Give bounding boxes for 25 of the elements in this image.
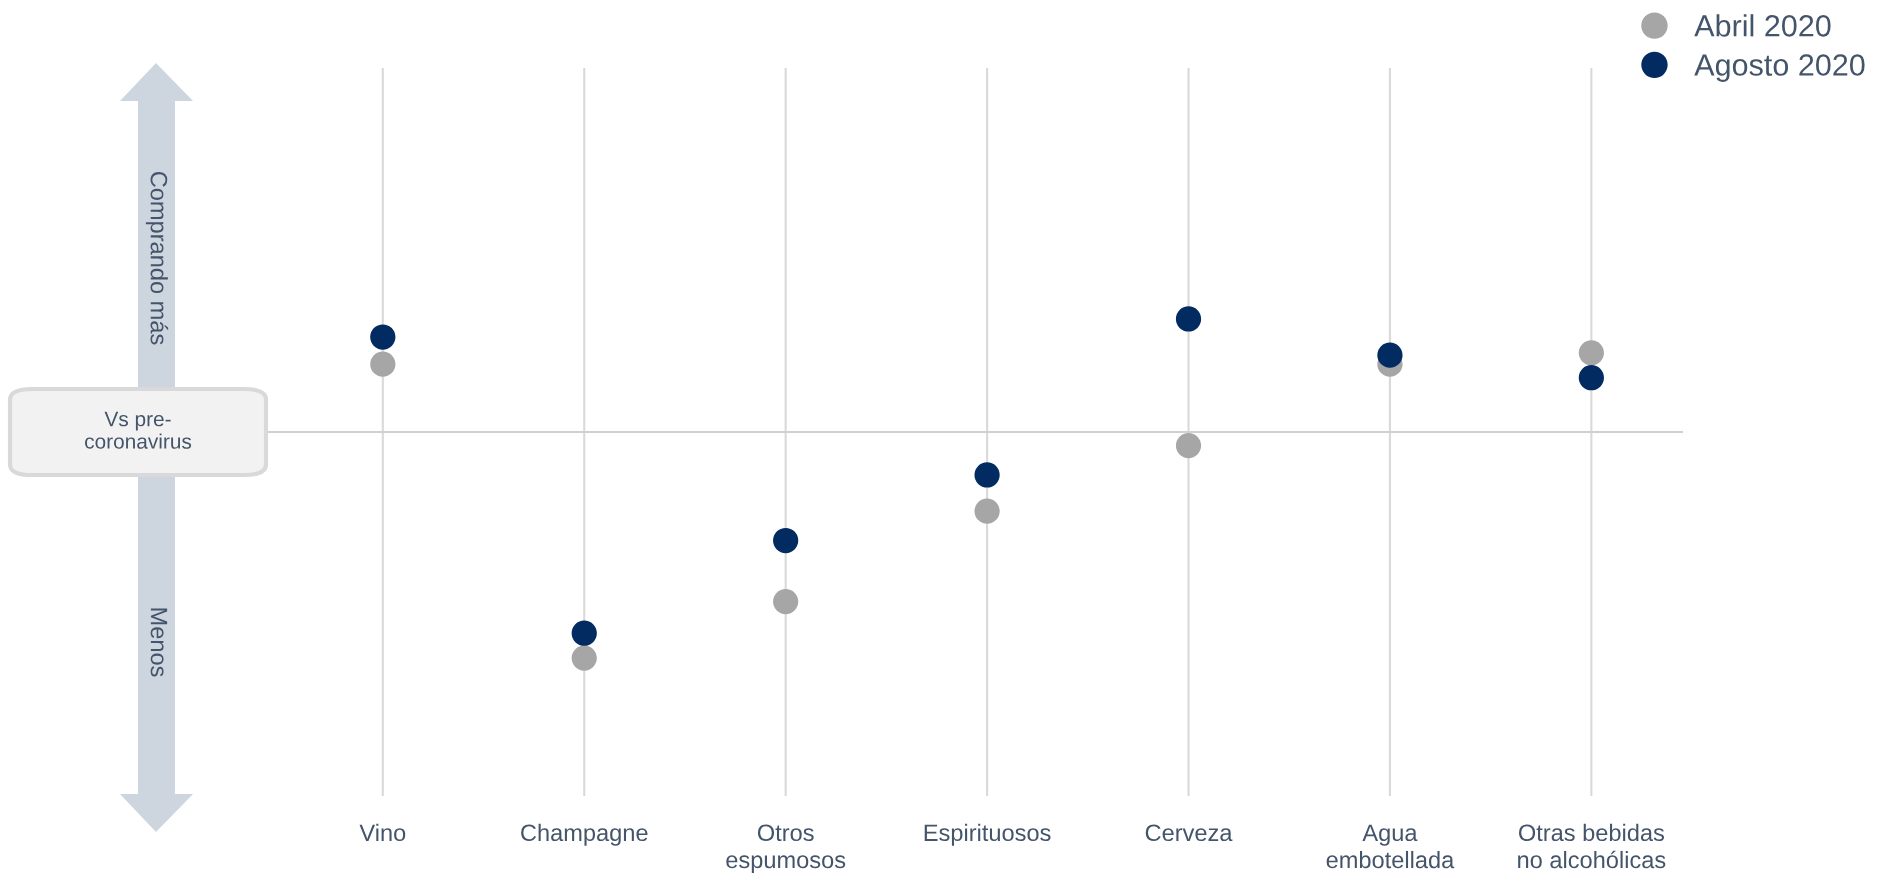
point (1175, 432, 1202, 459)
point (1578, 340, 1604, 366)
text: Menos (150, 608, 168, 677)
x-tick-label: Otros espumosos (726, 824, 846, 873)
point (1175, 306, 1202, 332)
x-tick-label: Agua embotellada (1326, 824, 1455, 869)
x-tick-label: Espirituosos (924, 823, 1051, 846)
point (974, 462, 1000, 488)
point (571, 645, 597, 671)
ref-line-label: Vs pre- coronavirus (85, 411, 192, 449)
x-tick-label: Champagne (521, 823, 648, 846)
legend-label: Abril 2020 (1694, 14, 1831, 37)
point (571, 620, 597, 646)
x-tick-label: Cerveza (1145, 824, 1233, 842)
point (1578, 365, 1604, 391)
point (1377, 342, 1403, 368)
x-tick-label: Otras bebidas no alcohólicas (1518, 823, 1666, 869)
point (773, 527, 799, 554)
point (773, 588, 799, 615)
text: Comprando más (145, 171, 169, 345)
point (974, 498, 1000, 524)
legend-label: Agosto 2020 (1694, 54, 1865, 82)
x-tick-label: Vino (359, 823, 406, 842)
point (370, 351, 396, 377)
point (370, 324, 396, 350)
